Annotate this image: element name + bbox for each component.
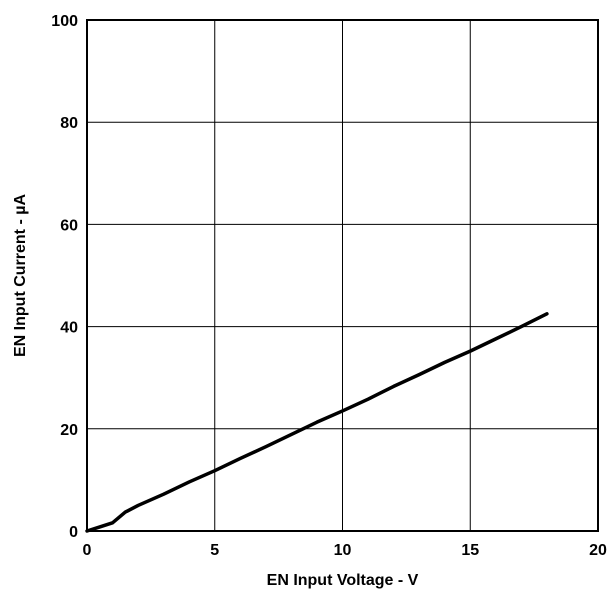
series-line-0	[85, 312, 549, 533]
grid	[87, 20, 598, 531]
series-group	[85, 312, 549, 533]
x-axis-title: EN Input Voltage - V	[267, 572, 419, 589]
y-tick-label: 40	[60, 320, 78, 337]
x-tick-label: 15	[461, 542, 479, 559]
plot-frame	[86, 19, 599, 532]
x-tick-label: 0	[83, 542, 92, 559]
x-tick-label: 10	[334, 542, 352, 559]
y-tick-label: 60	[60, 217, 78, 234]
x-tick-label: 5	[210, 542, 219, 559]
x-tick-labels: 0 5 10 15 20	[83, 542, 607, 559]
y-tick-label: 100	[51, 13, 78, 30]
y-tick-labels: 0 20 40 60 80 100	[51, 13, 78, 541]
y-axis-title: EN Input Current - µA	[12, 194, 29, 357]
y-tick-label: 20	[60, 422, 78, 439]
y-tick-label: 0	[69, 524, 78, 541]
x-tick-label: 20	[589, 542, 607, 559]
y-tick-label: 80	[60, 115, 78, 132]
